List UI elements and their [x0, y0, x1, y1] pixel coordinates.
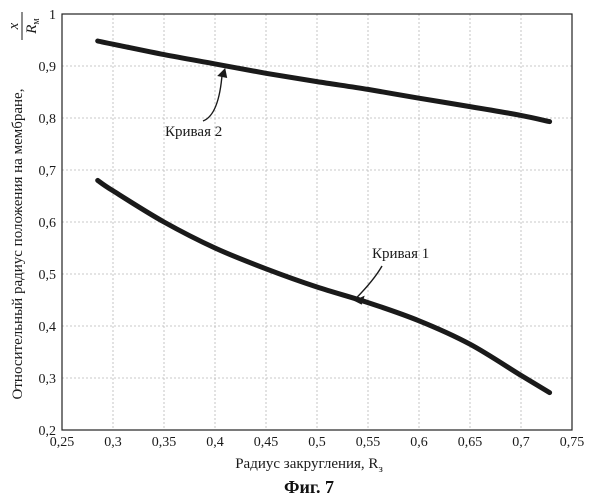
x-tick-label: 0,65: [458, 435, 483, 450]
grid: [62, 14, 572, 430]
y-tick-label: 0,9: [39, 60, 57, 75]
y-axis-label-fraction: x Rм: [6, 12, 42, 40]
x-tick-label: 0,75: [560, 435, 585, 450]
x-tick-label: 0,45: [254, 435, 279, 450]
y-tick-label: 1: [49, 8, 56, 23]
series-line-2: [98, 41, 550, 122]
y-fraction-denominator-main: R: [24, 25, 40, 35]
y-fraction-numerator: x: [6, 22, 22, 30]
curve-2-label: Кривая 2: [165, 124, 222, 140]
x-axis-label-subscript: з: [378, 463, 382, 475]
x-tick-label: 0,35: [152, 435, 177, 450]
x-tick-label: 0,55: [356, 435, 381, 450]
y-tick-label: 0,7: [39, 164, 57, 179]
y-fraction-denominator: Rм: [24, 18, 42, 35]
curve-1-leader: [357, 266, 382, 298]
x-tick-label: 0,6: [410, 435, 428, 450]
annotations: Кривая 1 Кривая 2: [165, 68, 429, 305]
y-tick-label: 0,5: [39, 268, 57, 283]
curve-2-arrowhead: [217, 68, 227, 78]
y-fraction-denominator-subscript: м: [31, 18, 42, 25]
figure-caption: Фиг. 7: [284, 477, 334, 497]
y-tick-label: 0,3: [39, 372, 57, 387]
curve-1-label: Кривая 1: [372, 246, 429, 262]
y-tick-label: 0,4: [39, 320, 57, 335]
curve-2-leader: [203, 73, 222, 121]
y-tick-label: 0,8: [39, 112, 57, 127]
x-axis-label-main: Радиус закругления, R: [235, 456, 378, 472]
y-tick-label: 0,6: [39, 216, 57, 231]
x-tick-label: 0,3: [104, 435, 122, 450]
x-tick-label: 0,5: [308, 435, 326, 450]
x-axis-label: Радиус закругления, Rз: [235, 456, 383, 475]
series-lines: [98, 41, 550, 393]
x-tick-label: 0,4: [206, 435, 224, 450]
y-tick-labels: 0,2 0,3 0,4 0,5 0,6 0,7 0,8 0,9 1: [39, 8, 57, 439]
x-tick-labels: 0,250,30,350,40,450,50,550,60,650,70,75: [50, 435, 585, 450]
y-tick-label: 0,2: [39, 424, 57, 439]
y-axis-label: Относительный радиус положения на мембра…: [10, 89, 26, 400]
x-tick-label: 0,7: [512, 435, 530, 450]
series-line-1: [98, 180, 550, 392]
